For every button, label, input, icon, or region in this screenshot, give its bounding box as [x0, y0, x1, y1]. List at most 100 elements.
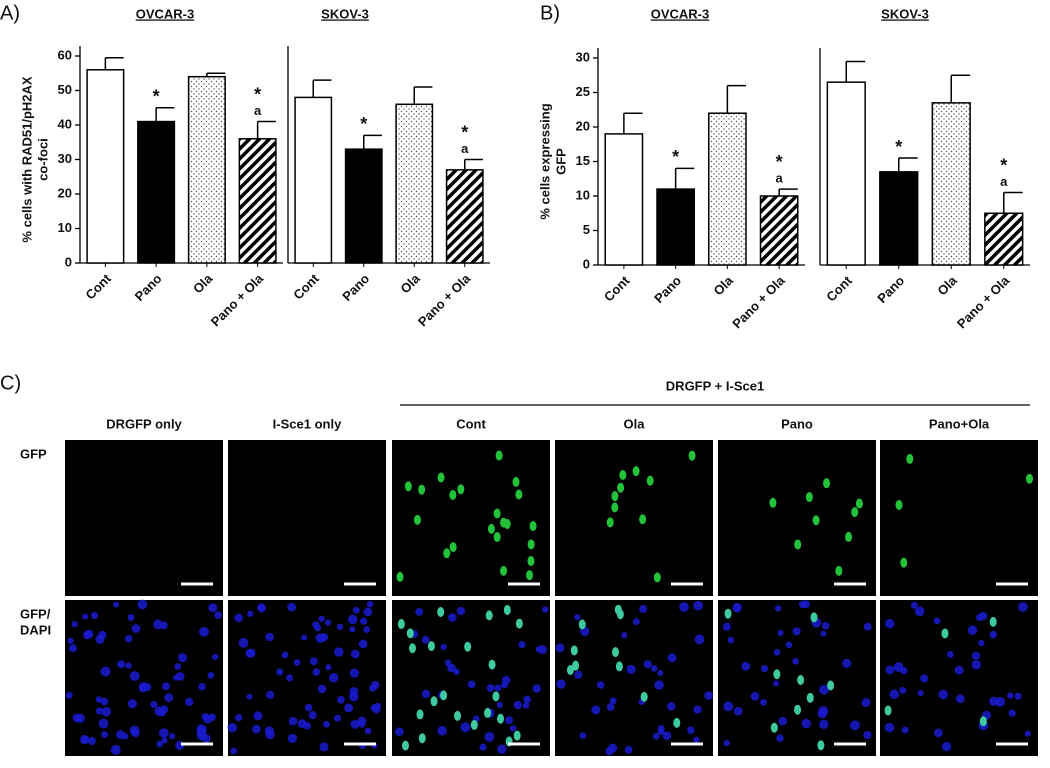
gfp-cell [566, 665, 574, 676]
gfp-cell [492, 691, 500, 702]
nucleus [95, 634, 105, 644]
column-label: DRGFP only [106, 416, 182, 431]
nucleus [71, 620, 78, 628]
gfp-cell [855, 498, 863, 509]
nucleus [238, 637, 249, 648]
nucleus [318, 615, 325, 622]
bar [826, 81, 866, 266]
nucleus [723, 701, 734, 712]
cells [396, 450, 537, 582]
nucleus [920, 674, 929, 683]
x-tick-label: Ola [934, 272, 960, 298]
nucleus [542, 606, 549, 613]
nucleus [161, 737, 168, 744]
nucleus [127, 699, 137, 709]
column-label: Cont [456, 416, 486, 431]
gfp-cell [470, 719, 478, 730]
bar [137, 120, 176, 264]
nucleus [257, 603, 266, 612]
x-tick-label: Cont [601, 272, 633, 304]
nucleus [978, 639, 985, 647]
nucleus [693, 736, 700, 743]
nucleus [687, 726, 695, 735]
nucleus [293, 659, 301, 666]
nucleus [164, 693, 174, 703]
nucleus [821, 622, 830, 630]
bar [656, 188, 696, 266]
nucleus [113, 601, 120, 608]
gfp-cell [513, 730, 521, 741]
panel-label: C) [0, 372, 21, 394]
nucleus [281, 651, 289, 659]
nucleus [421, 689, 431, 699]
nucleus [319, 742, 329, 752]
nucleus [138, 683, 148, 693]
nucleus [276, 668, 284, 676]
gfp-cell [488, 659, 496, 670]
nucleus [732, 604, 742, 613]
significance-star: * [461, 122, 468, 142]
nucleus [654, 680, 664, 690]
nucleus [159, 728, 169, 738]
gfp-cell [639, 514, 647, 525]
nucleus [308, 711, 317, 720]
gfp-cell [797, 674, 805, 685]
group-label: DRGFP + I-Sce1 [666, 378, 764, 393]
micrograph [880, 440, 1038, 596]
nucleus [363, 607, 373, 617]
nucleus [230, 747, 238, 755]
gfp-cell [611, 647, 619, 658]
gfp-cell [845, 531, 853, 542]
y-axis-label: co-foci [35, 138, 50, 181]
nucleus [156, 740, 164, 748]
panel-label: A) [0, 2, 20, 24]
gfp-cell [500, 565, 508, 576]
nucleus [555, 643, 565, 653]
y-tick-label: 10 [576, 187, 590, 202]
micrograph [65, 440, 223, 596]
gfp-cell [632, 466, 640, 477]
gfp-cell [437, 472, 445, 483]
nucleus [304, 703, 313, 712]
y-tick-label: 10 [58, 220, 72, 235]
gfp-cell [493, 508, 501, 519]
nucleus [1024, 730, 1031, 737]
x-tick-label: Ola [710, 272, 736, 298]
y-tick-label: 30 [576, 49, 590, 64]
gfp-cell [989, 616, 997, 627]
gfp-cell [495, 450, 503, 461]
nucleus [117, 660, 126, 669]
gfp-cell [835, 565, 843, 576]
y-axis-label: % cells with RAD51/pH2AX [19, 76, 34, 242]
nucleus [358, 639, 368, 649]
gfp-cell [397, 619, 405, 630]
nucleus [358, 720, 366, 728]
gfp-cell [527, 539, 535, 550]
gfp-cell [515, 489, 523, 500]
nucleus [460, 722, 471, 733]
y-tick-label: 20 [576, 118, 590, 133]
nucleus [497, 744, 507, 754]
nucleus [160, 705, 169, 714]
nucleus [785, 641, 793, 649]
bar [984, 212, 1024, 266]
nucleus [115, 730, 125, 740]
nucleus [537, 645, 547, 655]
gfp-cell [606, 517, 614, 528]
nucleus [861, 698, 871, 708]
nucleus [95, 707, 103, 715]
nucleus [437, 725, 447, 736]
nucleus [324, 619, 332, 626]
gfp-cell [449, 542, 457, 553]
micrograph [392, 600, 550, 756]
nucleus [479, 743, 487, 751]
nucleus [196, 724, 207, 735]
nucleus [494, 684, 502, 692]
nucleus [484, 731, 495, 742]
nucleus [971, 651, 981, 660]
x-tick-label: Pano [651, 273, 684, 306]
gfp-cell [900, 557, 908, 568]
bar [759, 195, 799, 266]
nucleus [287, 733, 297, 744]
nucleus [312, 668, 321, 676]
